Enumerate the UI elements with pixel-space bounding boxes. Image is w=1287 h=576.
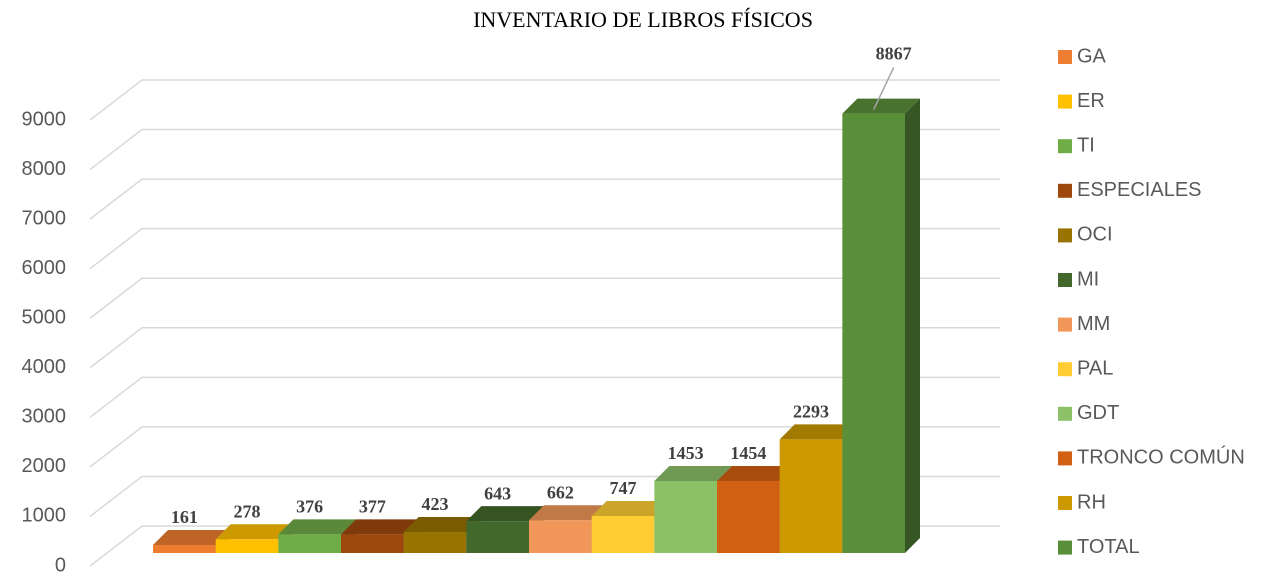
- bar-top: [403, 517, 482, 533]
- bar-front: [654, 480, 717, 553]
- bar-top: [466, 506, 544, 522]
- grid-line: [89, 376, 1000, 418]
- legend-swatch: [1058, 451, 1072, 466]
- bar-front: [529, 520, 592, 553]
- grid-line: [89, 327, 1000, 369]
- bar-front: [717, 480, 780, 553]
- grid-line: [89, 178, 1000, 220]
- data-label: 2293: [793, 401, 829, 421]
- y-tick-label: 9000: [22, 108, 67, 130]
- data-label: 376: [296, 496, 323, 516]
- bar-front: [341, 534, 404, 553]
- bar-top: [591, 500, 670, 516]
- data-label: 423: [422, 494, 449, 514]
- legend-label: GA: [1077, 45, 1107, 67]
- bar-top: [779, 424, 858, 440]
- legend-swatch: [1058, 139, 1072, 154]
- data-label: 643: [484, 483, 511, 503]
- legend-label: MI: [1077, 268, 1099, 290]
- legend-label: PAL: [1077, 357, 1113, 379]
- bar-front: [779, 439, 843, 553]
- y-tick-label: 7000: [22, 207, 67, 229]
- y-tick-label: 3000: [22, 406, 67, 428]
- legend-swatch: [1058, 496, 1072, 510]
- data-label: 1454: [730, 443, 766, 463]
- bar: [591, 500, 670, 553]
- data-label: 161: [171, 507, 198, 527]
- legend-label: MM: [1077, 313, 1110, 335]
- bar: [842, 98, 920, 554]
- data-label: 8867: [876, 44, 912, 64]
- y-tick-label: 6000: [22, 257, 67, 279]
- legend-swatch: [1058, 540, 1072, 555]
- bar-top: [215, 524, 294, 540]
- leader-line: [872, 67, 895, 110]
- legend-swatch: [1058, 362, 1072, 377]
- grid-line: [89, 79, 1000, 121]
- grid-line: [89, 277, 1000, 319]
- legend-swatch: [1058, 406, 1072, 421]
- bar-top: [153, 530, 231, 546]
- legend-swatch: [1058, 183, 1072, 198]
- bar-front: [591, 515, 655, 553]
- data-label: 1453: [668, 443, 704, 463]
- y-tick-label: 8000: [22, 158, 67, 180]
- legend-label: TI: [1077, 134, 1095, 156]
- data-label: 377: [359, 496, 386, 516]
- legend-label: OCI: [1077, 224, 1113, 246]
- bar-front: [466, 521, 529, 553]
- legend-swatch: [1058, 273, 1072, 287]
- y-tick-label: 4000: [22, 356, 67, 378]
- bar-top: [341, 519, 419, 535]
- data-label: 278: [234, 501, 261, 521]
- legend-label: GDT: [1077, 402, 1119, 424]
- bar-front: [215, 539, 279, 553]
- bar-front: [842, 113, 905, 554]
- bar-front: [403, 532, 467, 553]
- grid-line: [89, 426, 1000, 468]
- bar-front: [153, 545, 216, 553]
- grid-line: [89, 227, 1000, 270]
- y-tick-label: 5000: [22, 307, 67, 329]
- data-label: 662: [547, 482, 574, 502]
- y-tick-label: 2000: [22, 455, 67, 477]
- y-tick-label: 1000: [22, 505, 67, 527]
- legend-label: ESPECIALES: [1077, 179, 1202, 201]
- grid-line: [89, 128, 1000, 171]
- bar-top: [278, 519, 356, 535]
- legend-label: TRONCO COMÚN: [1077, 446, 1245, 469]
- legend-label: RH: [1077, 491, 1106, 513]
- bar-top: [717, 465, 795, 481]
- legend-swatch: [1058, 228, 1072, 243]
- legend-swatch: [1058, 50, 1072, 64]
- bar-top: [529, 505, 607, 521]
- legend-label: TOTAL: [1077, 536, 1140, 558]
- bar-top: [842, 98, 920, 114]
- y-tick-label: 0: [55, 554, 66, 576]
- chart-title: INVENTARIO DE LIBROS FÍSICOS: [473, 7, 813, 32]
- data-label: 747: [610, 478, 637, 498]
- legend-swatch: [1058, 94, 1072, 109]
- legend-label: ER: [1077, 90, 1105, 112]
- bar-top: [654, 465, 732, 481]
- bar-side: [905, 98, 920, 554]
- legend-swatch: [1058, 317, 1072, 332]
- bar-front: [278, 534, 341, 553]
